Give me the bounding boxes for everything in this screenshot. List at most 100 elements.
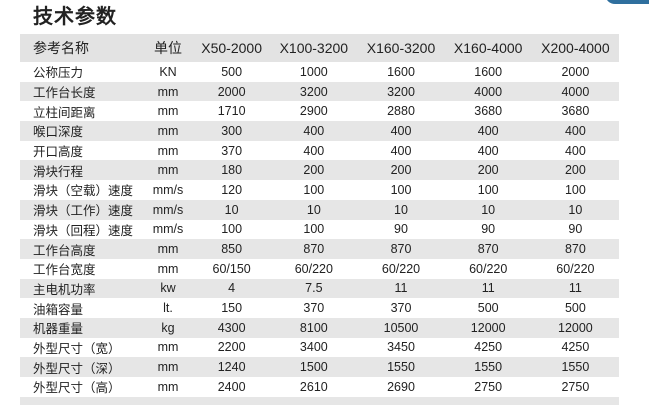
- table-row: 滑块（回程）速度 mm/s 100 100 90 90 90: [20, 220, 619, 240]
- param-value: 100: [390, 182, 412, 197]
- table-footer-strip: [20, 397, 619, 405]
- param-value: 4300: [217, 320, 246, 335]
- param-name: 机器重量: [33, 322, 84, 337]
- param-unit: mm: [157, 360, 179, 375]
- param-unit: mm: [157, 163, 179, 178]
- param-name: 滑块（空载）速度: [33, 184, 134, 199]
- table-row: 滑块（空载）速度 mm/s 120 100 100 100 100: [20, 180, 619, 200]
- param-value: 500: [564, 301, 586, 316]
- param-value: 2750: [561, 379, 590, 394]
- param-name: 油箱容量: [33, 302, 84, 317]
- column-header: X50-2000: [201, 40, 262, 56]
- param-value: 60/150: [212, 261, 251, 276]
- param-value: 1000: [299, 64, 328, 79]
- param-value: 300: [221, 123, 243, 138]
- param-unit: mm/s: [152, 202, 184, 217]
- table-row: 工作台高度 mm 850 870 870 870 870: [20, 239, 619, 259]
- param-value: 400: [564, 123, 586, 138]
- column-header: X160-4000: [453, 40, 523, 56]
- param-name: 公称压力: [33, 66, 84, 81]
- param-value: 3400: [299, 340, 328, 355]
- param-value: 90: [394, 222, 408, 237]
- table-row: 滑块行程 mm 180 200 200 200 200: [20, 160, 619, 181]
- table-header-row: 参考名称 单位 X50-2000 X100-3200 X160-3200 X160-400…: [20, 34, 619, 62]
- param-value: 8100: [299, 320, 328, 335]
- param-value: 90: [481, 222, 496, 237]
- param-value: 11: [568, 281, 582, 296]
- param-value: 200: [390, 163, 412, 178]
- param-value: 11: [481, 281, 495, 296]
- column-header: 参考名称: [33, 40, 89, 56]
- param-value: 100: [303, 222, 325, 237]
- param-value: 870: [564, 242, 586, 257]
- param-unit: kg: [161, 320, 175, 335]
- param-value: 370: [390, 301, 412, 316]
- table-row: 喉口深度 mm 300 400 400 400 400: [20, 121, 619, 141]
- param-value: 870: [477, 242, 499, 257]
- param-value: 60/220: [381, 261, 421, 276]
- param-unit: mm/s: [152, 222, 184, 237]
- column-header: X160-3200: [366, 40, 436, 56]
- param-value: 4250: [561, 340, 590, 355]
- param-value: 2200: [217, 340, 246, 355]
- table-row: 主电机功率 kw 4 7.5 11 11 11: [20, 278, 619, 299]
- table-row: 开口高度 mm 370 400 400 400 400: [20, 141, 619, 161]
- table-row: 外型尺寸（深） mm 1240 1500 1550 1550 1550: [20, 357, 619, 377]
- param-name: 开口高度: [33, 145, 84, 160]
- param-value: 7.5: [305, 281, 323, 296]
- param-value: 150: [221, 301, 243, 316]
- param-value: 500: [477, 301, 499, 316]
- param-value: 90: [568, 222, 583, 237]
- param-value: 60/220: [556, 261, 595, 276]
- param-value: 1500: [299, 360, 328, 375]
- param-value: 870: [390, 242, 412, 257]
- param-unit: mm/s: [152, 182, 184, 197]
- param-value: 2690: [387, 379, 415, 394]
- param-value: 1550: [561, 360, 590, 375]
- param-unit: lt.: [163, 301, 173, 316]
- param-name: 喉口深度: [33, 125, 84, 140]
- param-name: 滑块行程: [33, 164, 84, 179]
- param-value: 400: [564, 143, 586, 158]
- param-value: 1240: [217, 360, 246, 375]
- param-value: 3200: [387, 84, 415, 99]
- table-row: 公称压力 KN 500 1000 1600 1600 2000: [20, 62, 619, 82]
- column-header: X200-4000: [541, 40, 610, 56]
- param-value: 870: [303, 242, 325, 257]
- param-name: 滑块（回程）速度: [33, 223, 134, 238]
- param-value: 400: [303, 143, 325, 158]
- param-value: 4000: [561, 84, 590, 99]
- param-value: 1710: [217, 104, 246, 119]
- param-value: 2880: [387, 104, 415, 119]
- param-unit: mm: [157, 242, 179, 257]
- param-unit: mm: [157, 104, 179, 119]
- param-unit: mm: [157, 143, 179, 158]
- param-unit: kw: [160, 281, 176, 296]
- param-value: 100: [303, 182, 325, 197]
- param-value: 400: [303, 123, 325, 138]
- param-unit: mm: [157, 84, 179, 99]
- param-unit: mm: [157, 379, 179, 394]
- param-value: 370: [221, 143, 243, 158]
- param-value: 10: [568, 202, 583, 217]
- param-name: 工作台长度: [33, 86, 96, 101]
- param-value: 10: [481, 202, 496, 217]
- param-name: 工作台宽度: [33, 263, 96, 278]
- column-header: 单位: [154, 40, 182, 56]
- param-value: 3680: [474, 104, 503, 119]
- param-value: 100: [221, 222, 243, 237]
- param-value: 1600: [387, 64, 415, 79]
- param-value: 4000: [474, 84, 503, 99]
- param-value: 2400: [217, 379, 246, 394]
- param-value: 400: [390, 143, 412, 158]
- param-value: 2900: [299, 104, 328, 119]
- table-row: 工作台宽度 mm 60/150 60/220 60/220 60/220 60/220: [20, 259, 619, 279]
- param-value: 12000: [470, 320, 506, 335]
- spec-table: 参考名称 单位 X50-2000 X100-3200 X160-3200 X160-400…: [20, 34, 619, 397]
- param-value: 60/220: [294, 261, 333, 276]
- param-name: 主电机功率: [33, 282, 96, 297]
- param-value: 4250: [474, 340, 503, 355]
- param-value: 10: [394, 202, 408, 217]
- param-value: 10: [306, 202, 321, 217]
- corner-decoration: [605, 0, 649, 4]
